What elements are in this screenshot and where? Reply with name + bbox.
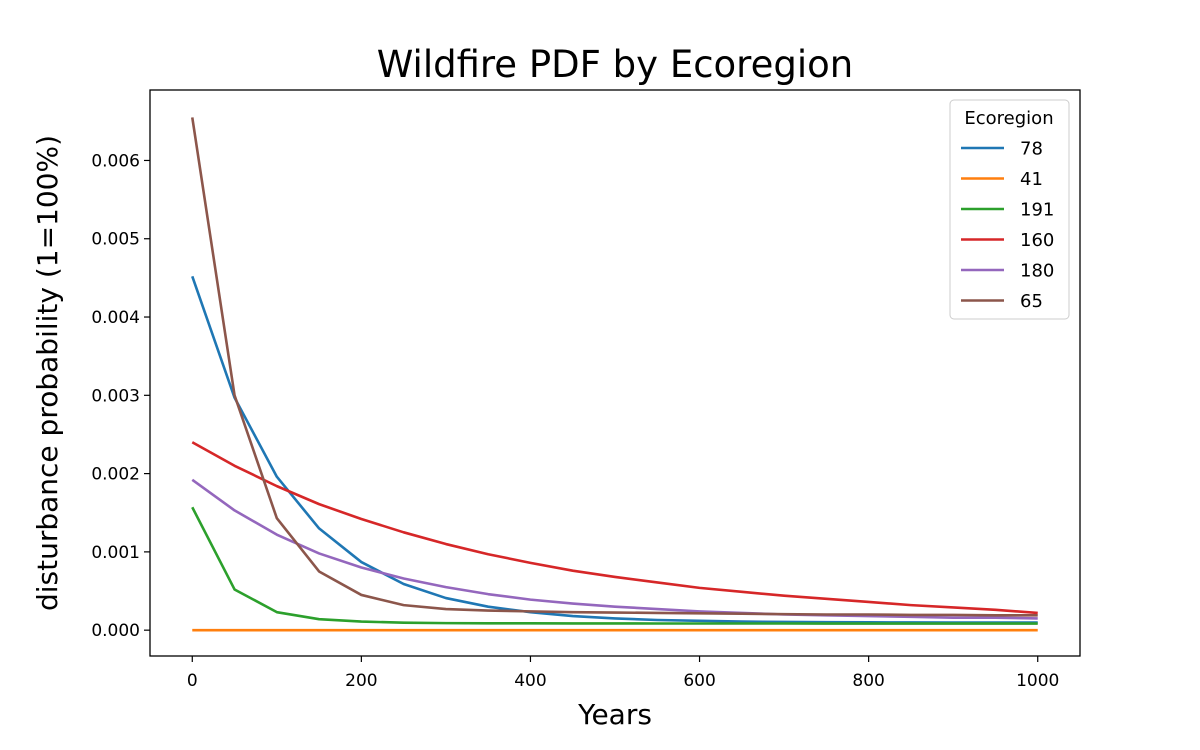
- y-tick-label: 0.006: [91, 151, 140, 171]
- y-axis-label: disturbance probability (1=100%): [31, 135, 64, 611]
- legend: Ecoregion 78 41 191 160 180 65: [949, 99, 1070, 320]
- series-line-65: [190, 117, 1038, 617]
- series-lines: [190, 117, 1038, 632]
- y-axis: 0.000 0.001 0.002 0.003 0.004 0.005 0.006: [91, 151, 150, 641]
- series-line-160: [191, 441, 1038, 615]
- x-tick-label: 0: [187, 671, 198, 691]
- plot-area: [150, 90, 1080, 656]
- plot-frame: [149, 89, 1081, 657]
- x-tick-label: 800: [852, 671, 884, 691]
- legend-label-180: 180: [1020, 261, 1054, 282]
- series-line-191: [191, 506, 1038, 625]
- y-tick-label: 0.001: [91, 543, 140, 563]
- legend-label-78: 78: [1020, 139, 1043, 160]
- x-tick-label: 1000: [1016, 671, 1059, 691]
- series-line-180: [191, 478, 1038, 620]
- legend-label-191: 191: [1020, 200, 1054, 221]
- x-tick-label: 200: [345, 671, 377, 691]
- chart-title: Wildfire PDF by Ecoregion: [377, 43, 853, 86]
- legend-label-160: 160: [1020, 230, 1054, 251]
- x-axis: 0 200 400 600 800 1000: [187, 656, 1059, 691]
- x-tick-label: 400: [514, 671, 546, 691]
- legend-items: 78 41 191 160 180 65: [961, 139, 1054, 312]
- legend-box: [949, 99, 1070, 320]
- x-axis-label: Years: [577, 698, 652, 731]
- y-tick-label: 0.005: [91, 230, 140, 250]
- y-tick-label: 0.000: [91, 621, 140, 641]
- x-tick-label: 600: [683, 671, 715, 691]
- legend-title: Ecoregion: [964, 108, 1053, 129]
- y-tick-label: 0.003: [91, 386, 140, 406]
- y-tick-label: 0.002: [91, 465, 140, 485]
- legend-label-65: 65: [1020, 291, 1043, 312]
- y-tick-label: 0.004: [91, 308, 140, 328]
- legend-label-41: 41: [1020, 169, 1043, 190]
